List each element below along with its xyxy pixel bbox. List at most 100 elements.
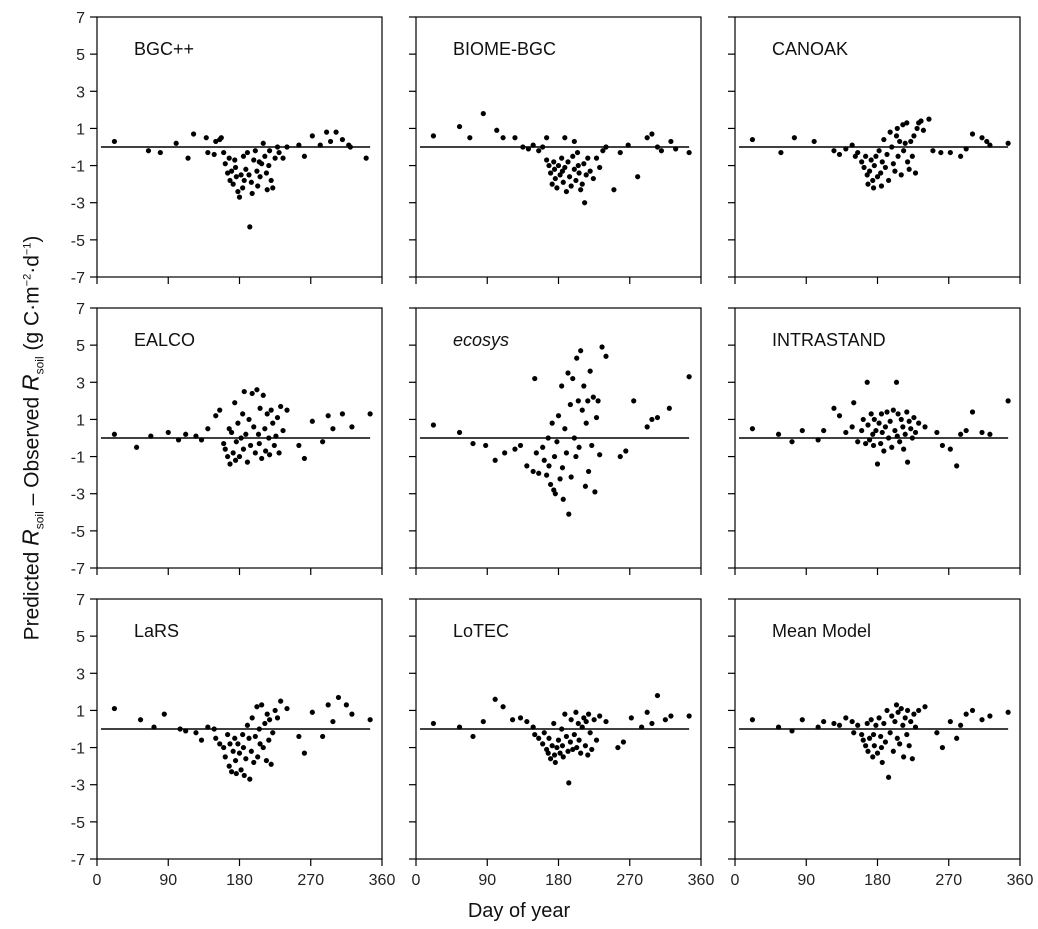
data-point — [865, 748, 871, 754]
data-point — [894, 125, 900, 132]
data-point — [270, 185, 276, 191]
data-point — [585, 468, 592, 475]
data-point — [301, 153, 308, 159]
data-point — [579, 181, 585, 187]
data-point — [256, 440, 262, 447]
data-point — [815, 437, 821, 443]
data-point — [600, 148, 606, 154]
panel-title: LoTEC — [453, 621, 509, 641]
data-point — [863, 440, 869, 447]
data-point — [870, 431, 876, 437]
data-point — [259, 455, 265, 462]
data-point — [579, 407, 585, 413]
data-point — [249, 715, 255, 721]
y-tick-label: -3 — [71, 196, 85, 213]
data-point — [530, 724, 536, 730]
data-point — [775, 724, 782, 730]
data-point — [889, 713, 895, 719]
data-point — [211, 151, 217, 158]
y-tick-label: -7 — [71, 270, 85, 287]
data-point — [799, 717, 805, 723]
data-point — [908, 426, 914, 432]
data-point — [878, 411, 885, 417]
data-point — [897, 439, 903, 445]
data-point — [255, 754, 261, 760]
data-point — [228, 429, 235, 436]
data-point — [309, 133, 315, 139]
data-point — [263, 170, 270, 176]
data-point — [430, 720, 437, 727]
data-point — [567, 401, 573, 408]
y-tick-label: -5 — [71, 233, 85, 250]
x-tick-label: 270 — [616, 872, 643, 889]
data-point — [778, 149, 784, 156]
data-point — [536, 148, 542, 154]
x-tick-label: 90 — [797, 872, 815, 889]
data-point — [831, 405, 837, 411]
data-point — [244, 722, 251, 728]
data-point — [323, 129, 330, 135]
data-point — [541, 457, 547, 463]
data-point — [244, 149, 251, 156]
data-point — [969, 409, 976, 415]
data-point — [900, 122, 906, 128]
data-point — [581, 383, 587, 389]
data-point — [789, 728, 795, 734]
data-point — [868, 157, 874, 163]
data-point — [984, 138, 990, 145]
data-point — [173, 140, 179, 146]
y-label-text-2: – Observed — [20, 390, 44, 512]
data-point — [898, 172, 904, 178]
data-point — [137, 717, 144, 723]
data-point — [686, 374, 692, 380]
data-point — [902, 715, 908, 721]
data-point — [145, 148, 152, 154]
data-point — [227, 741, 233, 747]
data-point — [280, 427, 286, 434]
data-point — [233, 174, 239, 180]
data-point — [864, 172, 870, 178]
data-point — [552, 759, 558, 766]
data-point — [811, 138, 817, 145]
data-point — [296, 442, 302, 449]
data-point — [887, 730, 893, 736]
data-point — [262, 720, 268, 727]
data-point — [225, 453, 231, 460]
data-point — [892, 718, 898, 725]
data-point — [969, 707, 976, 714]
data-point — [532, 375, 538, 382]
x-tick-label: 0 — [412, 872, 421, 889]
data-point — [249, 390, 255, 397]
data-point — [260, 744, 266, 751]
data-point — [836, 722, 843, 728]
data-point — [247, 442, 254, 449]
x-tick-label: 90 — [478, 872, 496, 889]
data-point — [749, 136, 756, 143]
data-point — [852, 153, 858, 159]
data-point — [226, 426, 232, 432]
data-point — [914, 125, 920, 132]
data-point — [836, 151, 843, 158]
data-point — [259, 161, 265, 167]
data-point — [575, 162, 581, 169]
data-point — [240, 411, 246, 417]
data-point — [559, 155, 565, 161]
data-point — [549, 743, 555, 749]
data-point — [161, 711, 167, 717]
data-point — [585, 711, 592, 717]
panel-biome-bgc: BIOME-BGC — [409, 16, 702, 284]
data-point — [536, 735, 542, 741]
data-point — [843, 429, 849, 436]
data-point — [555, 413, 562, 419]
data-point — [552, 491, 558, 497]
data-point — [901, 754, 907, 760]
data-point — [525, 146, 532, 152]
data-point — [264, 411, 270, 417]
data-point — [649, 416, 655, 423]
data-point — [906, 166, 912, 172]
data-point — [863, 743, 869, 749]
y-tick-label: -1 — [71, 450, 85, 467]
y-tick-label: -7 — [71, 561, 85, 578]
data-point — [836, 413, 843, 419]
data-point — [532, 731, 538, 738]
